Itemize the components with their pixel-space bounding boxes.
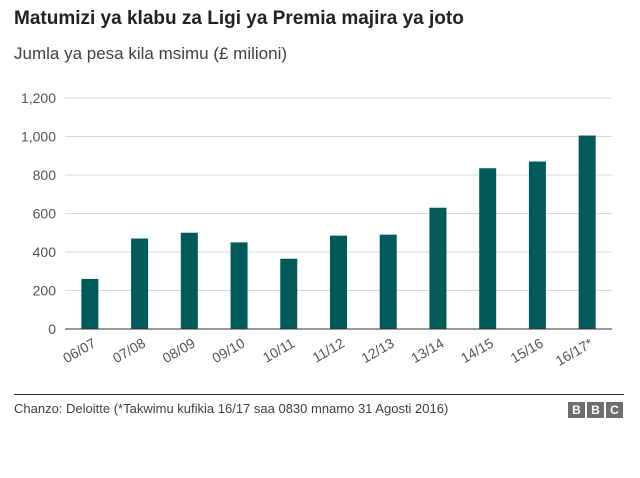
bar bbox=[379, 234, 397, 329]
y-tick-label: 800 bbox=[33, 167, 57, 183]
x-tick-label: 15/16 bbox=[508, 335, 547, 366]
footer-divider bbox=[14, 394, 624, 395]
bbc-logo-block-3: C bbox=[606, 402, 623, 418]
x-tick-label: 09/10 bbox=[209, 335, 248, 366]
bar bbox=[180, 232, 198, 329]
bar-chart: 0 200 400 600 800 1,000 1,200 06/07 07/08 08/09 09… bbox=[21, 90, 612, 369]
chart-subtitle: Jumla ya pesa kila msimu (£ milioni) bbox=[14, 44, 288, 63]
x-tick-label: 07/08 bbox=[110, 335, 149, 366]
y-tick-label: 600 bbox=[33, 206, 57, 222]
bbc-logo: B B C bbox=[568, 402, 623, 418]
bar bbox=[528, 161, 546, 329]
y-tick-label: 1,000 bbox=[21, 129, 56, 145]
bar bbox=[429, 207, 447, 329]
bar bbox=[131, 238, 149, 329]
x-tick-label: 11/12 bbox=[310, 335, 348, 366]
y-tick-label: 0 bbox=[48, 321, 56, 337]
bar bbox=[479, 168, 497, 329]
y-tick-label: 1,200 bbox=[21, 90, 56, 106]
y-tick-label: 200 bbox=[33, 283, 57, 299]
x-tick-label: 12/13 bbox=[358, 335, 397, 366]
x-tick-label: 13/14 bbox=[408, 335, 447, 366]
bar bbox=[280, 258, 298, 329]
chart-title: Matumizi ya klabu za Ligi ya Premia maji… bbox=[14, 8, 464, 29]
x-tick-label: 16/17* bbox=[553, 334, 597, 368]
x-tick-label: 10/11 bbox=[260, 335, 298, 366]
x-tick-label: 08/09 bbox=[159, 335, 198, 366]
bar bbox=[578, 135, 596, 329]
x-tick-label: 06/07 bbox=[60, 335, 99, 366]
bbc-logo-block-1: B bbox=[568, 402, 585, 418]
source-note: Chanzo: Deloitte (*Takwimu kufikia 16/17… bbox=[14, 401, 449, 416]
bbc-logo-block-2: B bbox=[587, 402, 604, 418]
y-tick-label: 400 bbox=[33, 244, 57, 260]
x-tick-label: 14/15 bbox=[458, 335, 497, 366]
bar bbox=[81, 278, 99, 329]
bar bbox=[330, 235, 347, 329]
bar bbox=[230, 242, 248, 329]
